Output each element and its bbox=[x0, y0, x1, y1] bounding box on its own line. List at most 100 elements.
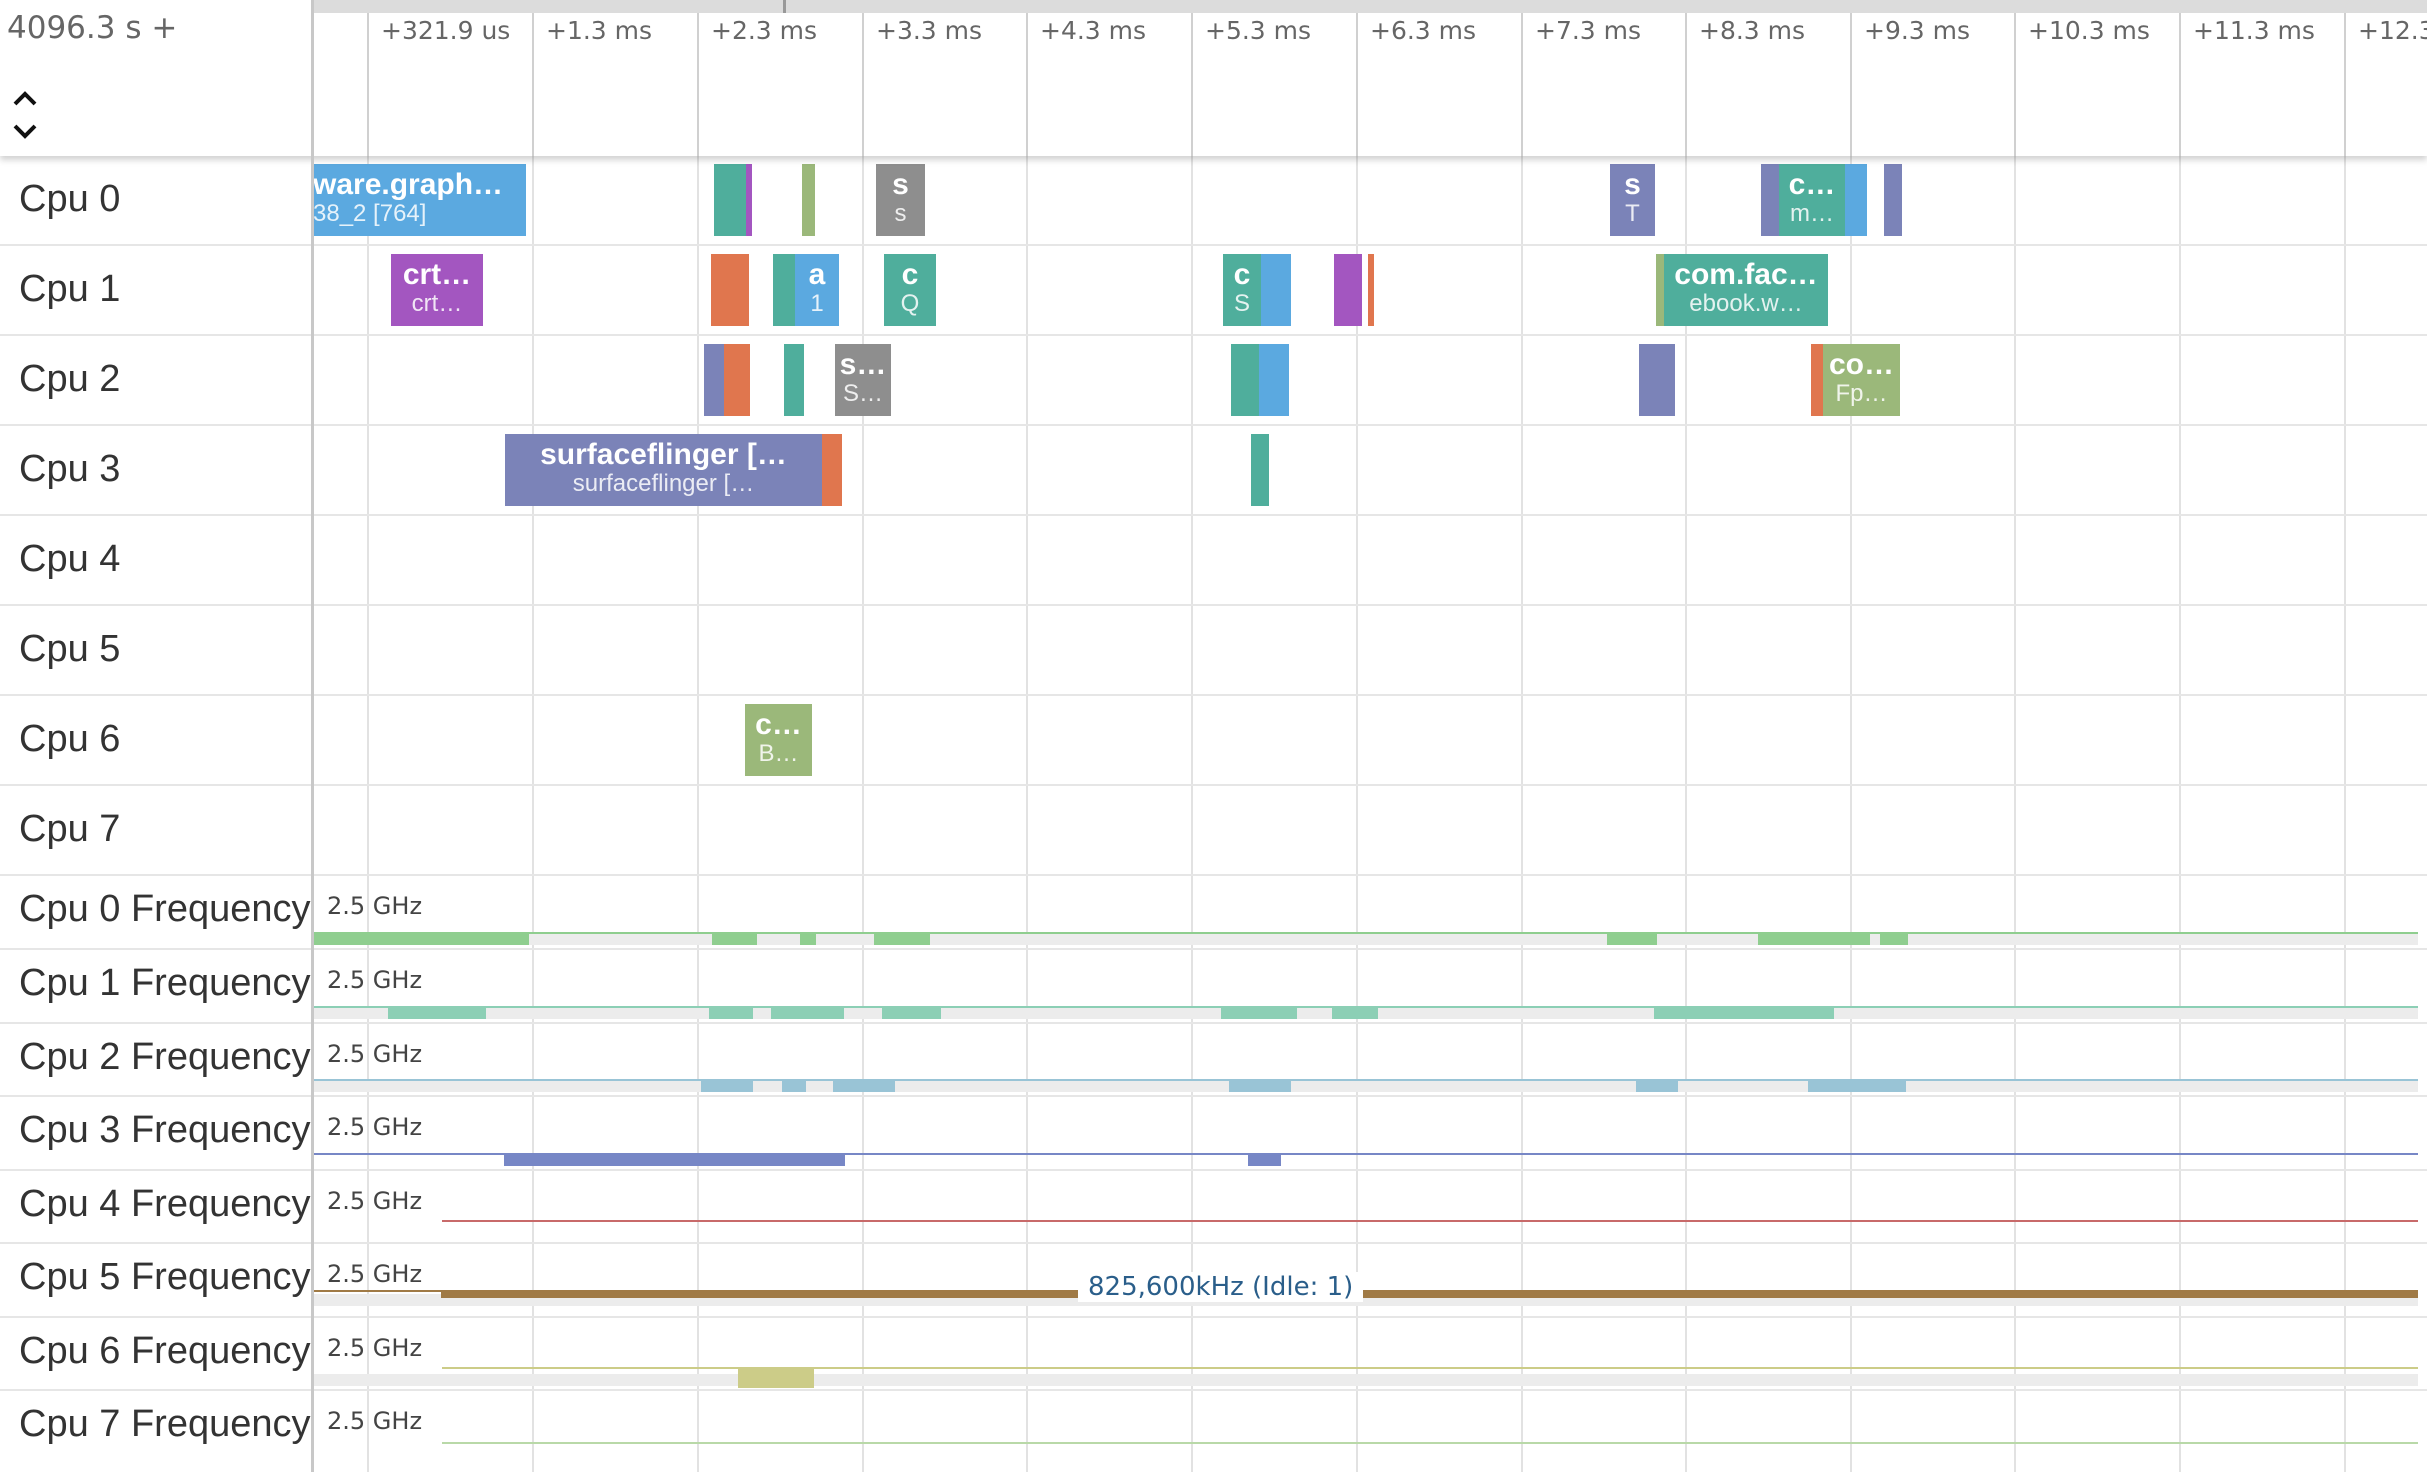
freq-bar bbox=[1636, 1080, 1678, 1092]
cpu-slice[interactable] bbox=[1259, 344, 1289, 416]
overview-cursor[interactable] bbox=[783, 0, 786, 13]
cpu-slice[interactable]: crt… crt… bbox=[391, 254, 483, 326]
grid-line bbox=[2179, 156, 2181, 1472]
slice-title: co… bbox=[1828, 348, 1894, 381]
cpu-track-row[interactable]: Cpu 0 bbox=[0, 156, 2427, 246]
slice-subtitle: T bbox=[1625, 200, 1640, 227]
freq-baseline bbox=[313, 1080, 2418, 1092]
cpu-slice[interactable] bbox=[1231, 344, 1259, 416]
freq-bar bbox=[313, 933, 529, 945]
cpu-slice[interactable]: s T bbox=[1610, 164, 1655, 236]
freq-bar bbox=[1221, 1007, 1297, 1019]
grid-line bbox=[1356, 156, 1358, 1472]
cpu-track-row[interactable]: Cpu 6 bbox=[0, 696, 2427, 786]
cpu-slice[interactable]: ware.graph… 38_2 [764] bbox=[313, 164, 526, 236]
cpu-slice[interactable] bbox=[1811, 344, 1823, 416]
freq-bar bbox=[1229, 1080, 1291, 1092]
tick-line bbox=[1685, 13, 1687, 156]
cpu-slice[interactable] bbox=[1884, 164, 1902, 236]
freq-hover-tooltip: 825,600kHz (Idle: 1) bbox=[1078, 1272, 1364, 1302]
cpu-slice[interactable] bbox=[1251, 434, 1269, 506]
cpu-slice[interactable]: co… Fp… bbox=[1823, 344, 1900, 416]
track-label: Cpu 3 Frequency bbox=[19, 1109, 311, 1151]
time-tick-label: +9.3 ms bbox=[1864, 16, 1971, 45]
freq-bar bbox=[712, 933, 757, 945]
cpu-track-row[interactable]: Cpu 5 bbox=[0, 606, 2427, 696]
time-tick-label: +11.3 ms bbox=[2193, 16, 2315, 45]
cpu-slice[interactable] bbox=[1639, 344, 1675, 416]
freq-track-row[interactable]: Cpu 4 Frequency 2.5 GHz bbox=[0, 1171, 2427, 1244]
cpu-slice[interactable] bbox=[1261, 254, 1291, 326]
track-label-divider[interactable] bbox=[311, 0, 314, 1472]
grid-line bbox=[1685, 156, 1687, 1472]
freq-track-row[interactable]: Cpu 5 Frequency 2.5 GHz bbox=[0, 1244, 2427, 1318]
freq-bar bbox=[709, 1007, 753, 1019]
cpu-slice[interactable]: c… m… bbox=[1779, 164, 1845, 236]
slice-subtitle: ebook.w… bbox=[1689, 290, 1803, 317]
cpu-track-row[interactable]: Cpu 4 bbox=[0, 516, 2427, 606]
overview-strip[interactable] bbox=[313, 0, 2427, 13]
freq-track-row[interactable]: Cpu 6 Frequency 2.5 GHz bbox=[0, 1318, 2427, 1391]
freq-bar bbox=[738, 1368, 814, 1388]
freq-scale-label: 2.5 GHz bbox=[327, 1407, 423, 1435]
expand-collapse-button[interactable] bbox=[10, 84, 40, 146]
grid-line bbox=[862, 156, 864, 1472]
cpu-slice[interactable]: s s bbox=[876, 164, 925, 236]
freq-track-row[interactable]: Cpu 0 Frequency 2.5 GHz bbox=[0, 876, 2427, 950]
cpu-slice[interactable] bbox=[1368, 254, 1374, 326]
slice-subtitle: Q bbox=[900, 290, 920, 317]
cpu-slice[interactable]: com.fac… ebook.w… bbox=[1664, 254, 1828, 326]
slice-title: c bbox=[1233, 258, 1251, 291]
freq-bar bbox=[1654, 1007, 1834, 1019]
tick-line bbox=[1191, 13, 1193, 156]
slice-subtitle: S… bbox=[842, 380, 883, 407]
cpu-slice[interactable]: c Q bbox=[884, 254, 936, 326]
freq-track-row[interactable]: Cpu 7 Frequency 2.5 GHz bbox=[0, 1391, 2427, 1472]
slice-title: surfaceflinger [… bbox=[540, 438, 787, 471]
tick-line bbox=[532, 13, 534, 156]
cpu-track-row[interactable]: Cpu 3 bbox=[0, 426, 2427, 516]
slice-title: c… bbox=[755, 708, 802, 741]
cpu-slice[interactable]: c S bbox=[1223, 254, 1261, 326]
tick-line bbox=[367, 13, 369, 156]
cpu-slice[interactable] bbox=[802, 164, 815, 236]
cpu-slice[interactable]: s… S… bbox=[835, 344, 891, 416]
freq-track-row[interactable]: Cpu 2 Frequency 2.5 GHz bbox=[0, 1024, 2427, 1097]
time-tick-label: +1.3 ms bbox=[546, 16, 653, 45]
freq-track-row[interactable]: Cpu 3 Frequency 2.5 GHz bbox=[0, 1097, 2427, 1171]
slice-title: c bbox=[901, 258, 919, 291]
cpu-slice[interactable] bbox=[711, 254, 749, 326]
freq-bar bbox=[1880, 933, 1908, 945]
cpu-track-row[interactable]: Cpu 2 bbox=[0, 336, 2427, 426]
freq-line bbox=[442, 1367, 2418, 1369]
freq-track-row[interactable]: Cpu 1 Frequency 2.5 GHz bbox=[0, 950, 2427, 1024]
tick-line bbox=[2344, 13, 2346, 156]
cpu-slice[interactable]: c… B… bbox=[745, 704, 812, 776]
cpu-slice[interactable]: surfaceflinger [… surfaceflinger [… bbox=[505, 434, 822, 506]
cpu-slice[interactable] bbox=[1761, 164, 1779, 236]
time-tick-label: +321.9 us bbox=[381, 16, 511, 45]
cpu-slice[interactable] bbox=[773, 254, 795, 326]
cpu-slice[interactable] bbox=[1334, 254, 1362, 326]
cpu-slice[interactable] bbox=[1845, 164, 1867, 236]
cpu-slice[interactable] bbox=[746, 164, 752, 236]
track-label: Cpu 1 Frequency bbox=[19, 962, 311, 1004]
cpu-slice[interactable] bbox=[784, 344, 804, 416]
cpu-slice[interactable] bbox=[714, 164, 746, 236]
cpu-track-row[interactable]: Cpu 1 bbox=[0, 246, 2427, 336]
cpu-slice[interactable] bbox=[1656, 254, 1664, 326]
cpu-slice[interactable] bbox=[822, 434, 842, 506]
grid-line bbox=[1850, 156, 1852, 1472]
freq-line bbox=[442, 1442, 2418, 1444]
slice-subtitle: 1 bbox=[810, 290, 824, 317]
slice-title: crt… bbox=[402, 258, 472, 291]
time-tick-label: +10.3 ms bbox=[2028, 16, 2150, 45]
slice-subtitle: 38_2 [764] bbox=[313, 200, 427, 227]
track-label: Cpu 0 Frequency bbox=[19, 888, 311, 930]
cpu-track-row[interactable]: Cpu 7 bbox=[0, 786, 2427, 876]
freq-baseline bbox=[313, 933, 2418, 945]
slice-subtitle: m… bbox=[1790, 200, 1834, 227]
cpu-slice[interactable] bbox=[704, 344, 724, 416]
cpu-slice[interactable] bbox=[724, 344, 750, 416]
cpu-slice[interactable]: a 1 bbox=[795, 254, 839, 326]
